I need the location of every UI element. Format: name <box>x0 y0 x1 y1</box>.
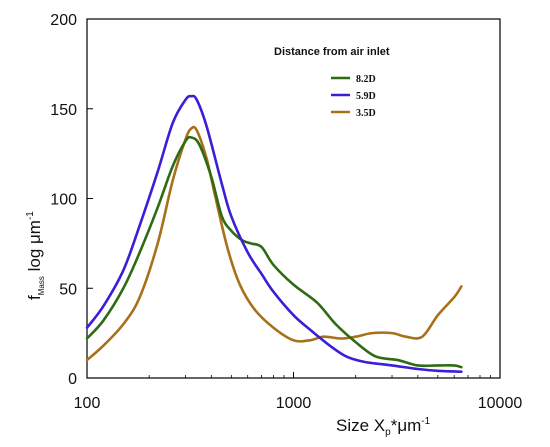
x-axis-title-tail: *μm <box>391 416 422 435</box>
x-axis-title-main: Size X <box>336 416 385 435</box>
y-tick-label: 100 <box>50 192 77 209</box>
x-tick-label: 1000 <box>276 395 312 412</box>
legend-label: 3.5D <box>356 108 376 119</box>
series-line-8-2D <box>85 135 463 369</box>
x-axis-title: Size Xp*μm-1 <box>336 416 431 438</box>
series-line-3-5D <box>85 125 463 362</box>
legend-label: 8.2D <box>356 74 376 85</box>
x-axis-title-sup: -1 <box>421 416 430 427</box>
x-tick-label: 100 <box>74 395 101 412</box>
y-axis-title: fMass log μm-1 <box>25 211 46 300</box>
y-tick-label: 200 <box>50 12 77 29</box>
y-axis-ticks: 0 50 100 150 200 <box>50 12 93 388</box>
y-axis-title-main: f <box>25 295 44 300</box>
legend-title: Distance from air inlet <box>274 46 390 58</box>
y-tick-label: 150 <box>50 102 77 119</box>
y-axis-title-tail: log μm <box>25 220 44 276</box>
series-line-5-9D <box>85 94 463 374</box>
series-lines <box>85 94 463 374</box>
x-axis-title-sub: p <box>385 427 391 438</box>
legend: 8.2D 5.9D 3.5D <box>331 74 376 119</box>
x-tick-label: 10000 <box>478 395 523 412</box>
y-tick-label: 0 <box>68 371 77 388</box>
y-axis-title-sup: -1 <box>25 211 36 220</box>
y-tick-label: 50 <box>59 281 77 298</box>
y-axis-title-sub: Mass <box>37 276 46 295</box>
x-axis-ticks: 100 1000 10000 <box>74 372 523 412</box>
legend-label: 5.9D <box>356 91 376 102</box>
